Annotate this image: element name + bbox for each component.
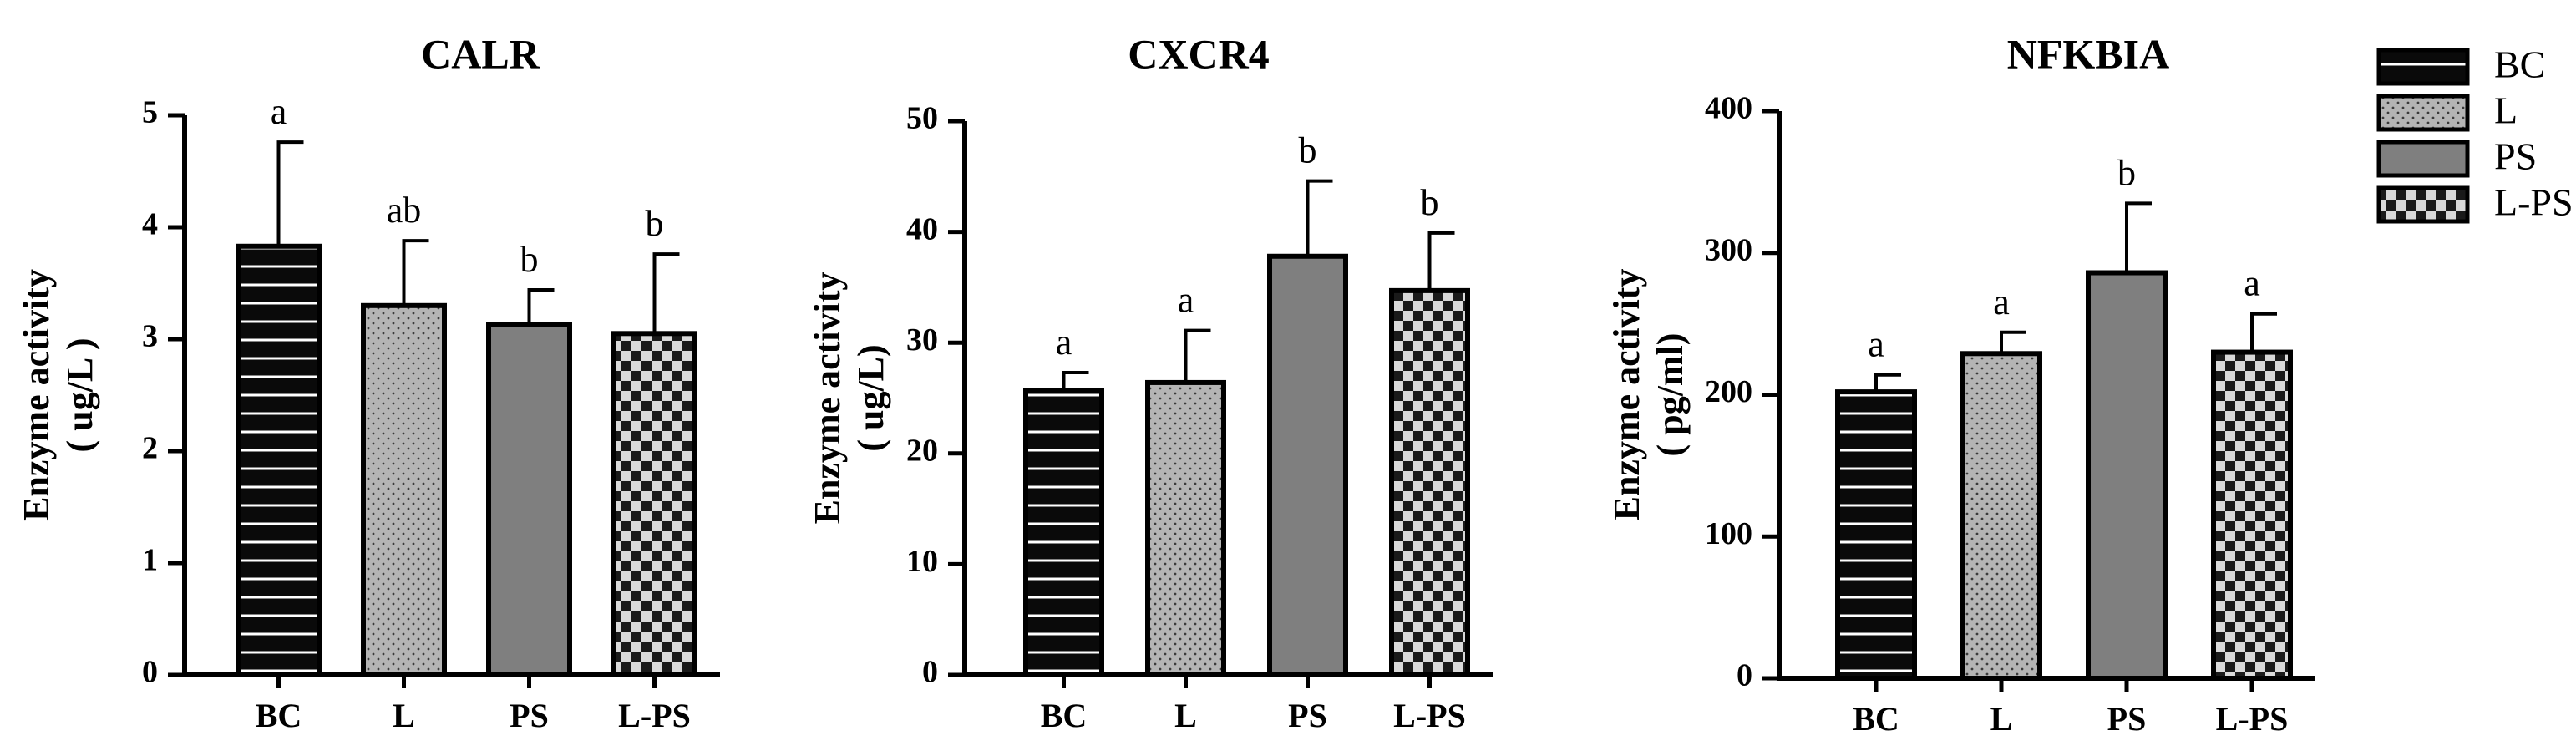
legend-swatch (2376, 94, 2470, 132)
chart-panel-nfkbia: NFKBIA Enzyme activity( pg/ml) a BC a Lb PS a L-… (1606, 30, 2315, 738)
bar-ps (2086, 270, 2168, 681)
significance-label: b (520, 239, 539, 280)
x-tick-label: L (1990, 700, 2013, 738)
chart-title: CXCR4 (1128, 30, 1269, 77)
significance-label: a (1178, 280, 1194, 321)
x-tick-label: PS (2107, 700, 2147, 738)
bar-l (1960, 351, 2042, 681)
bar-l-ps (2211, 349, 2293, 681)
x-tick-label: PS (1288, 697, 1327, 734)
significance-label: a (1056, 322, 1072, 363)
legend-swatch (2376, 185, 2470, 224)
significance-label: b (646, 203, 664, 244)
x-tick-label: L-PS (2216, 700, 2289, 738)
y-tick-label: 5 (142, 95, 158, 130)
chart-panel-calr: CALR Enzyme activity( ug/L ) a BC ab Lb PS b L-P… (16, 30, 720, 734)
legend-label: L (2494, 89, 2518, 132)
bar-l (361, 302, 447, 677)
bar-l-ps (611, 331, 697, 677)
bar-bc (1023, 388, 1104, 677)
x-tick-label: PS (510, 697, 549, 734)
y-axis-unit: ( ug/L) (850, 344, 891, 451)
legend-label: BC (2494, 43, 2545, 86)
x-tick-label: L (393, 697, 415, 734)
y-axis-label: Enzyme activity (1606, 269, 1647, 521)
significance-label: a (2244, 263, 2260, 304)
y-axis-label: Enzyme activity (16, 269, 57, 521)
legend-swatch (2376, 140, 2470, 178)
significance-label: b (1421, 182, 1439, 223)
legend-label: PS (2494, 135, 2537, 178)
y-tick-label: 50 (906, 101, 938, 136)
y-tick-label: 0 (922, 655, 938, 690)
y-tick-label: 300 (1705, 232, 1752, 267)
legend-item-l: L (2376, 89, 2518, 132)
significance-label: ab (387, 190, 422, 231)
x-tick-label: L (1174, 697, 1197, 734)
legend-item-ps: PS (2376, 135, 2537, 178)
legend-label: L-PS (2494, 181, 2573, 224)
y-tick-label: 3 (142, 319, 158, 354)
y-tick-label: 40 (906, 211, 938, 246)
y-tick-label: 100 (1705, 516, 1752, 551)
bar-l-ps (1389, 287, 1470, 677)
bar-bc (236, 243, 322, 677)
y-tick-label: 1 (142, 543, 158, 578)
chart-panel-cxcr4: CXCR4 Enzyme activity( ug/L) a BC a Lb PS b L-PS… (807, 30, 1493, 734)
bar-ps (486, 322, 572, 677)
x-tick-label: L-PS (1393, 697, 1466, 734)
bar-bc (1835, 389, 1917, 681)
significance-label: b (2117, 152, 2136, 193)
x-tick-label: L-PS (618, 697, 691, 734)
significance-label: a (271, 91, 287, 132)
y-tick-label: 10 (906, 544, 938, 579)
bar-ps (1267, 253, 1348, 677)
y-tick-label: 0 (142, 655, 158, 690)
chart-title: CALR (421, 30, 540, 77)
significance-label: a (1868, 324, 1884, 365)
x-tick-label: BC (256, 697, 302, 734)
legend-swatch (2376, 48, 2470, 86)
y-axis-unit: ( ug/L ) (59, 338, 100, 453)
y-axis-label: Enzyme activity (807, 272, 848, 525)
x-tick-label: BC (1041, 697, 1088, 734)
chart-title: NFKBIA (2007, 30, 2169, 77)
y-tick-label: 2 (142, 431, 158, 466)
significance-label: a (1993, 282, 2010, 322)
legend-item-bc: BC (2376, 43, 2545, 86)
y-tick-label: 30 (906, 322, 938, 358)
x-tick-label: BC (1853, 700, 1899, 738)
y-tick-label: 20 (906, 434, 938, 469)
legend-item-l-ps: L-PS (2376, 181, 2573, 224)
bar-l (1145, 379, 1226, 677)
y-tick-label: 200 (1705, 374, 1752, 409)
y-tick-label: 0 (1737, 658, 1752, 693)
y-axis-unit: ( pg/ml) (1650, 333, 1691, 457)
significance-label: b (1299, 130, 1317, 171)
y-tick-label: 4 (142, 207, 158, 242)
y-tick-label: 400 (1705, 91, 1752, 126)
